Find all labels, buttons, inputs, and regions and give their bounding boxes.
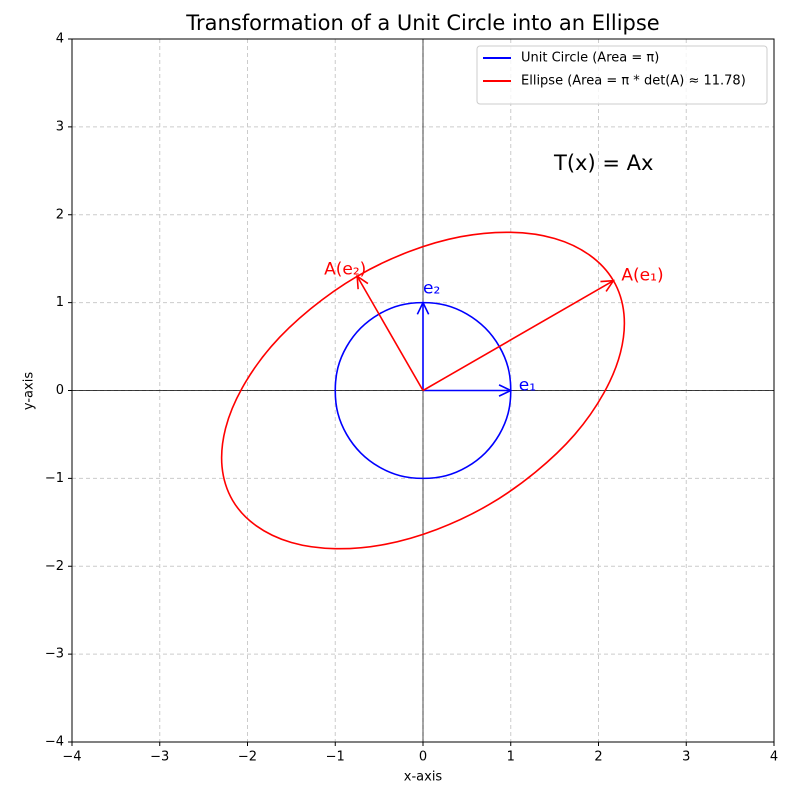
series-line: [220, 231, 626, 550]
x-axis-label: x-axis: [404, 770, 443, 785]
y-tick-label: −1: [45, 471, 64, 486]
y-tick-label: 4: [56, 32, 64, 47]
vector-label: A(e₂): [324, 259, 366, 279]
chart-title: Transformation of a Unit Circle into an …: [185, 11, 659, 35]
vector-shaft: [422, 279, 614, 392]
x-tick-label: 2: [594, 750, 602, 765]
legend-label: Ellipse (Area = π * det(A) ≈ 11.78): [521, 74, 746, 89]
y-tick-label: 2: [56, 207, 64, 222]
x-tick-label: −1: [326, 750, 345, 765]
x-tick-label: 0: [419, 750, 427, 765]
y-tick-label: −2: [45, 559, 64, 574]
vector-head: [600, 279, 616, 292]
vector-label: A(e₁): [621, 266, 663, 286]
y-axis-label: y-axis: [22, 372, 37, 410]
vector-shaft: [356, 275, 424, 391]
vector: A(e₁): [422, 266, 664, 392]
x-tick-label: −4: [62, 750, 81, 765]
legend-label: Unit Circle (Area = π): [521, 51, 659, 66]
vector-label: e₁: [519, 376, 536, 396]
vector-head: [416, 300, 430, 315]
x-tick-label: −3: [150, 750, 169, 765]
legend-box: [476, 45, 768, 105]
y-tick-label: −4: [45, 735, 64, 750]
x-tick-label: 1: [507, 750, 515, 765]
x-tick-label: 4: [770, 750, 778, 765]
y-tick-label: −3: [45, 647, 64, 662]
vector-label: e₂: [423, 279, 440, 299]
y-tick-label: 0: [56, 383, 64, 398]
y-tick-label: 3: [56, 119, 64, 134]
annotation: T(x) = Ax: [553, 151, 653, 175]
legend: Unit Circle (Area = π) Ellipse (Area = π …: [476, 45, 768, 105]
vector: e₁: [423, 376, 536, 397]
vector-head: [356, 274, 369, 290]
y-tick-label: 1: [56, 295, 64, 310]
x-tick-label: 3: [682, 750, 690, 765]
series-line: [334, 301, 512, 480]
vector: A(e₂): [324, 259, 424, 391]
plot-frame: [71, 38, 775, 743]
vector-head: [498, 384, 513, 397]
vector: e₂: [416, 279, 440, 391]
x-tick-label: −2: [238, 750, 257, 765]
